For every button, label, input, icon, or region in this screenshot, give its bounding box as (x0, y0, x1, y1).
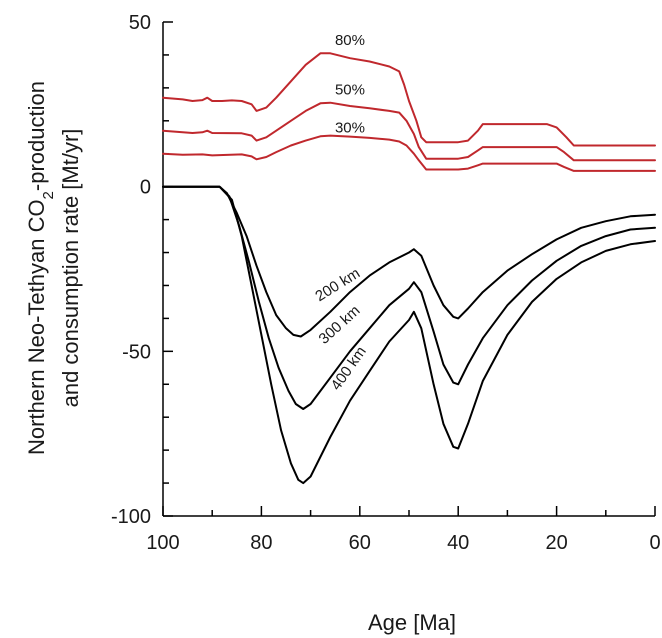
series-label-400-km: 400 km (328, 343, 370, 393)
x-axis-ticks: 100 80 60 40 20 0 (146, 506, 661, 554)
y-axis-title-part-a: Northern Neo-Tethyan CO (24, 199, 49, 455)
x-tick-label: 0 (649, 532, 660, 554)
series-line-400-km (162, 185, 656, 485)
y-tick-label: -100 (111, 506, 151, 528)
series-line-300-km (162, 185, 656, 410)
y-tick-label: 50 (129, 12, 151, 34)
y-tick-label: -50 (122, 341, 151, 363)
x-tick-label: 80 (250, 532, 272, 554)
series-label-80-percent: 80% (335, 32, 365, 49)
series-label-50-percent: 50% (335, 81, 365, 98)
x-tick-label: 20 (545, 532, 567, 554)
series-line-200-km (162, 185, 656, 338)
x-tick-label: 40 (447, 532, 469, 554)
y-axis-title: Northern Neo-Tethyan CO2-production and … (24, 81, 83, 455)
x-axis-title: Age [Ma] (368, 610, 456, 635)
x-tick-label: 60 (349, 532, 371, 554)
y-axis-title-subscript: 2 (40, 191, 57, 199)
plot-area: 50 0 -50 -100 100 80 60 40 20 0 80% 50% 30% 200 km3… (111, 12, 661, 554)
y-axis-title-line1: Northern Neo-Tethyan CO2-production (24, 81, 57, 455)
y-axis-title-line2: and consumption rate [Mt/yr] (58, 129, 83, 408)
y-axis-title-part-b: -production (24, 81, 49, 191)
x-tick-label: 100 (146, 532, 179, 554)
series-label-30-percent: 30% (335, 119, 365, 136)
series-label-300-km: 300 km (316, 302, 364, 348)
y-tick-label: 0 (140, 177, 151, 199)
series-line-50-percent (162, 101, 656, 162)
series-lines (162, 52, 656, 485)
series-line-30-percent (162, 134, 656, 172)
series-line-80-percent (162, 52, 656, 147)
series-label-200-km: 200 km (312, 265, 363, 305)
